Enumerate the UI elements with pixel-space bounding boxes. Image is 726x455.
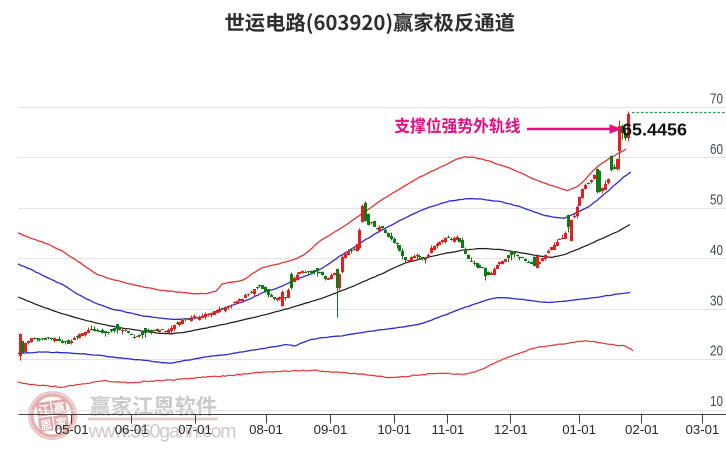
svg-text:05-01: 05-01 bbox=[55, 422, 89, 437]
svg-text:50: 50 bbox=[710, 191, 723, 208]
svg-text:02-01: 02-01 bbox=[625, 422, 659, 437]
svg-text:70: 70 bbox=[710, 91, 723, 108]
svg-text:09-01: 09-01 bbox=[314, 422, 348, 437]
svg-text:03-01: 03-01 bbox=[686, 422, 720, 437]
svg-text:10: 10 bbox=[710, 393, 723, 410]
svg-text:20: 20 bbox=[710, 343, 723, 360]
svg-text:12-01: 12-01 bbox=[494, 422, 528, 437]
svg-text:06-01: 06-01 bbox=[115, 422, 149, 437]
svg-text:60: 60 bbox=[710, 141, 723, 158]
svg-text:01-01: 01-01 bbox=[562, 422, 596, 437]
svg-text:65.4456: 65.4456 bbox=[622, 120, 687, 140]
svg-text:10-01: 10-01 bbox=[377, 422, 411, 437]
svg-text:www.360gann.com: www.360gann.com bbox=[88, 421, 236, 443]
svg-text:30: 30 bbox=[710, 292, 723, 309]
svg-text:08-01: 08-01 bbox=[249, 422, 283, 437]
svg-text:11-01: 11-01 bbox=[432, 422, 465, 437]
svg-text:40: 40 bbox=[710, 242, 723, 259]
svg-text:07-01: 07-01 bbox=[178, 422, 212, 437]
